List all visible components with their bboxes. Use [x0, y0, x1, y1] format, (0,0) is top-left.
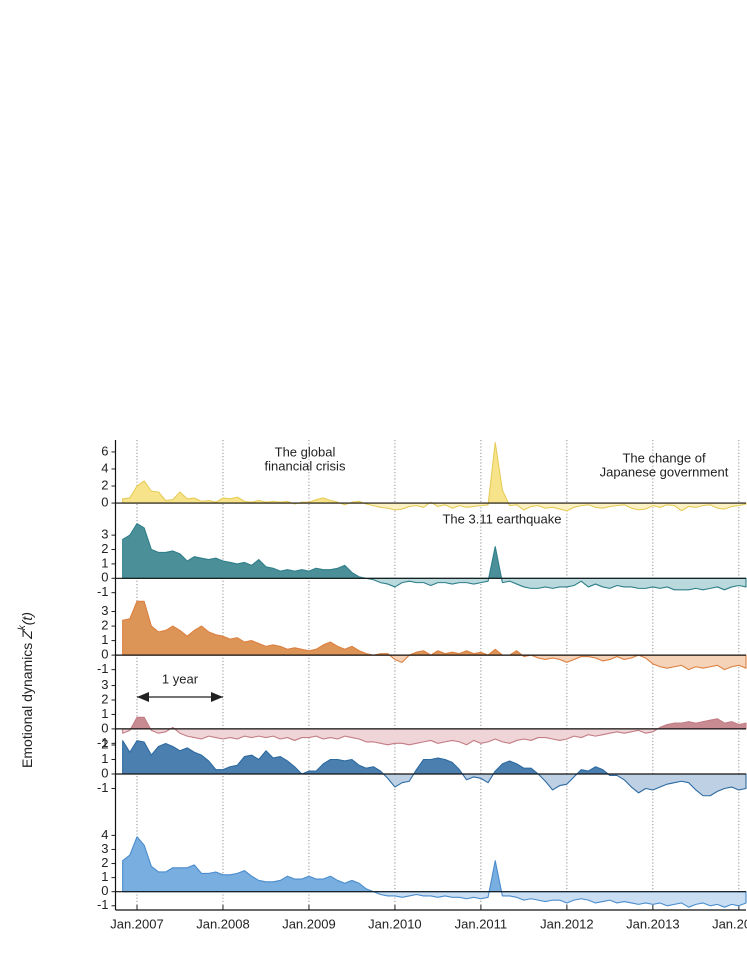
y-tick-label: -1: [97, 897, 109, 912]
y-tick-label: 6: [101, 443, 108, 458]
annotation: financial crisis: [265, 458, 346, 473]
y-axis-title: Emotional dynamics Zk(t): [17, 612, 35, 768]
area: [122, 716, 747, 746]
y-tick-label: -1: [97, 584, 109, 599]
y-tick-label: 1: [101, 706, 108, 721]
x-tick-label: Jan.2010: [368, 916, 422, 931]
annotation: The change of: [622, 450, 706, 465]
y-tick-label: 0: [101, 647, 108, 662]
y-axis-superscript: k: [17, 624, 28, 630]
arrow-head: [137, 692, 149, 702]
y-tick-label: 3: [101, 527, 108, 542]
annotation: The global: [275, 444, 336, 459]
x-tick-label: Jan.2013: [626, 916, 680, 931]
y-tick-label: 0: [101, 720, 108, 735]
y-tick-label: 3: [101, 677, 108, 692]
y-tick-label: 1: [101, 751, 108, 766]
area: [122, 600, 747, 671]
y-tick-label: -1: [97, 661, 109, 676]
y-tick-label: -1: [97, 735, 109, 750]
y-tick-label: 1: [101, 632, 108, 647]
y-axis-argument: (t): [19, 612, 35, 625]
x-tick-label: Jan.2012: [540, 916, 594, 931]
area: [122, 523, 747, 591]
y-axis-title-text: Emotional dynamics: [19, 643, 35, 768]
y-tick-label: 3: [101, 841, 108, 856]
x-tick-label: Jan.2008: [196, 916, 250, 931]
y-tick-label: 0: [101, 495, 108, 510]
annotation: 1 year: [162, 671, 199, 686]
y-tick-label: 3: [101, 603, 108, 618]
y-tick-label: 4: [101, 460, 108, 475]
y-tick-label: 2: [101, 477, 108, 492]
y-tick-label: 2: [101, 691, 108, 706]
y-tick-label: 0: [101, 883, 108, 898]
y-tick-label: 0: [101, 765, 108, 780]
y-tick-label: 2: [101, 541, 108, 556]
x-tick-label: Jan.2014: [712, 916, 747, 931]
plot-area: Jan.2007 Jan.2008 Jan.2009 Jan.2010 Jan.2011…: [97, 440, 747, 931]
y-tick-label: 4: [101, 827, 108, 842]
y-tick-label: 2: [101, 617, 108, 632]
y-tick-label: 1: [101, 869, 108, 884]
x-tick-label: Jan.2009: [282, 916, 336, 931]
x-tick-label: Jan.2007: [110, 916, 164, 931]
y-tick-label: -1: [97, 780, 109, 795]
y-tick-label: 2: [101, 736, 108, 751]
y-tick-label: 2: [101, 855, 108, 870]
y-tick-label: 0: [101, 570, 108, 585]
annotation: Japanese government: [600, 464, 729, 479]
y-tick-label: 1: [101, 555, 108, 570]
area: [122, 836, 747, 908]
annotation: The 3.11 earthquake: [442, 511, 561, 526]
area: [122, 442, 747, 512]
y-axis-symbol: Z: [19, 630, 35, 640]
x-tick-label: Jan.2011: [455, 916, 508, 931]
arrow-head: [211, 692, 223, 702]
area: [122, 740, 747, 797]
